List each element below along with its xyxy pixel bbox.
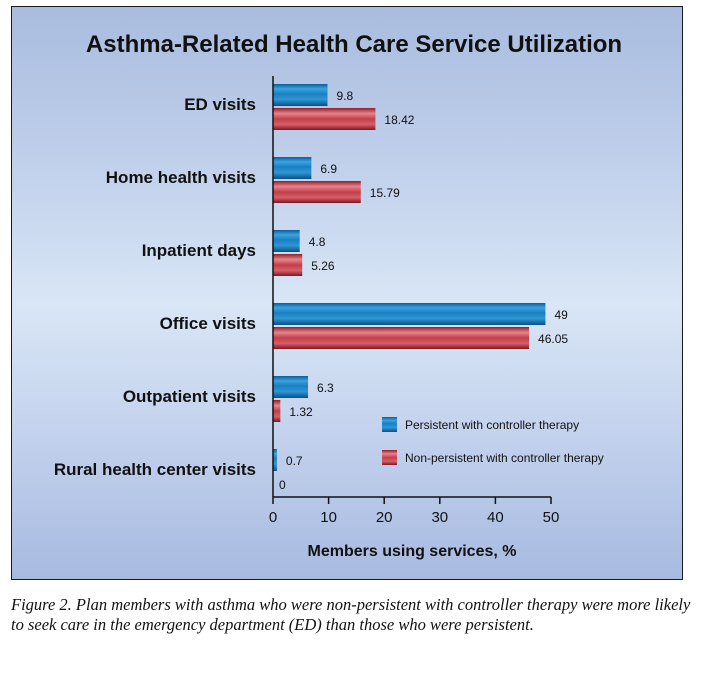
x-tick-label: 20 (376, 509, 393, 526)
bar-persistent (273, 157, 312, 179)
bar-persistent (273, 376, 309, 398)
data-label: 4.8 (309, 235, 326, 249)
bar-persistent (273, 303, 546, 325)
figure-caption: Figure 2. Plan members with asthma who w… (11, 595, 691, 634)
bar-non-persistent (273, 181, 361, 203)
chart-frame: Asthma-Related Health Care Service Utili… (11, 6, 683, 580)
legend-swatch-persistent (382, 417, 397, 432)
x-tick-label: 0 (269, 509, 277, 526)
data-label: 6.3 (317, 381, 334, 395)
data-label: 18.42 (384, 113, 414, 127)
x-axis: 0 10 20 30 40 50 (269, 76, 560, 526)
x-axis-title: Members using services, % (308, 543, 517, 560)
bar-persistent (273, 449, 277, 471)
bar-non-persistent (273, 327, 530, 349)
data-label: 49 (554, 308, 568, 322)
bar-persistent (273, 84, 328, 106)
data-label: 46.05 (538, 332, 568, 346)
category-label: Home health visits (106, 168, 256, 187)
data-label: 6.9 (320, 162, 337, 176)
bar-chart: Asthma-Related Health Care Service Utili… (54, 31, 622, 560)
bar-non-persistent (273, 400, 281, 422)
bar-persistent (273, 230, 300, 252)
bars-layer: ED visits 9.8 18.42 Home health visits 6.9 15… (54, 84, 568, 492)
data-label: 9.8 (336, 89, 353, 103)
category-label: Rural health center visits (54, 460, 256, 479)
data-label: 5.26 (311, 259, 335, 273)
chart-title: Asthma-Related Health Care Service Utili… (86, 31, 622, 58)
legend-swatch-non-persistent (382, 450, 397, 465)
x-tick-label: 50 (543, 509, 560, 526)
data-label: 0 (279, 478, 286, 492)
legend-label: Non-persistent with controller therapy (405, 451, 604, 465)
data-label: 15.79 (370, 186, 400, 200)
category-label: Outpatient visits (123, 387, 256, 406)
x-tick-label: 10 (320, 509, 337, 526)
data-label: 0.7 (286, 454, 303, 468)
category-label: Inpatient days (142, 241, 256, 260)
bar-non-persistent (273, 254, 303, 276)
x-tick-label: 30 (431, 509, 448, 526)
data-label: 1.32 (289, 405, 313, 419)
legend-label: Persistent with controller therapy (405, 418, 579, 432)
category-label: ED visits (184, 95, 256, 114)
category-label: Office visits (160, 314, 256, 333)
x-tick-label: 40 (487, 509, 504, 526)
legend: Persistent with controller therapy Non-pe… (382, 417, 604, 465)
bar-non-persistent (273, 108, 376, 130)
